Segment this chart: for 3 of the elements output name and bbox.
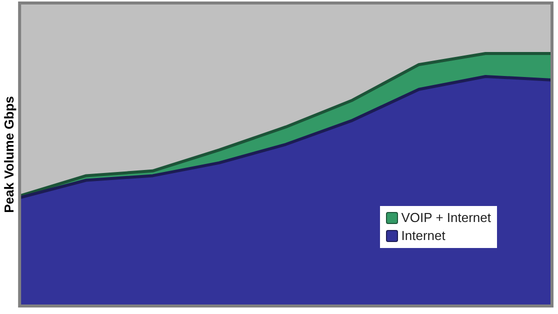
y-axis-title: Peak Volume Gbps [1,96,16,213]
legend-label: VOIP + Internet [401,209,491,227]
legend-label: Internet [401,227,446,245]
